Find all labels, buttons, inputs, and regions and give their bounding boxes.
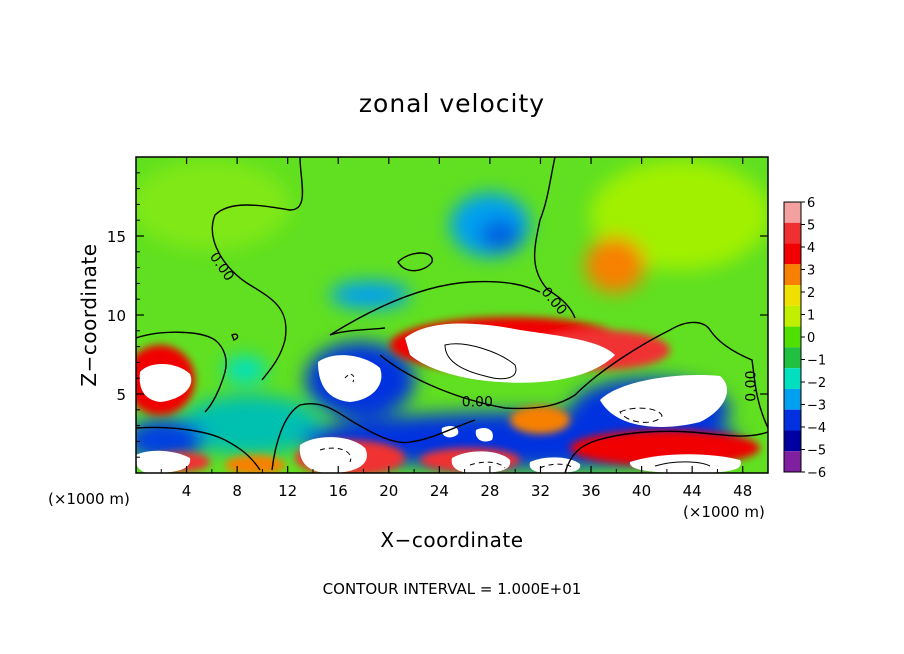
x-tick-label: 16 <box>329 482 348 500</box>
colorbar-label: −5 <box>807 444 826 459</box>
colorbar-swatch <box>784 347 801 369</box>
colorbar-swatch <box>784 451 801 472</box>
y-axis-label: Z−coordinate <box>77 243 101 386</box>
colorbar-label: −1 <box>807 354 826 369</box>
x-tick-label: 8 <box>232 482 242 500</box>
y-tick-label: 10 <box>107 307 126 325</box>
colorbar-swatch <box>784 326 801 348</box>
colorbar-label: 3 <box>807 264 815 279</box>
colorbar-label: 5 <box>807 219 815 234</box>
colorbar-label: −3 <box>807 399 826 414</box>
contour-lines <box>136 157 768 473</box>
colorbar-swatch <box>784 202 801 223</box>
contour-label: 0.00 <box>743 371 759 402</box>
x-tick-label: 40 <box>632 482 651 500</box>
y-tick-label: 15 <box>107 228 126 246</box>
x-axis: 4 8 12 16 20 24 28 32 36 40 44 48 <box>160 157 752 500</box>
colorbar-label: −2 <box>807 376 826 391</box>
colorbar-label: 4 <box>807 241 815 256</box>
x-tick-label: 4 <box>182 482 192 500</box>
x-tick-label: 44 <box>683 482 702 500</box>
x-tick-label: 32 <box>531 482 550 500</box>
colorbar-label: −4 <box>807 421 826 436</box>
x-tick-label: 12 <box>278 482 297 500</box>
colorbar-swatch <box>784 305 801 327</box>
colorbar-swatch <box>784 285 801 306</box>
x-axis-label: X−coordinate <box>380 528 523 552</box>
colorbar-swatch <box>784 222 801 244</box>
colorbar-label: 0 <box>807 331 815 346</box>
x-unit-left: (×1000 m) <box>48 490 130 508</box>
chart-title: zonal velocity <box>359 89 545 118</box>
x-tick-label: 24 <box>430 482 449 500</box>
x-tick-label: 48 <box>733 482 752 500</box>
heatmap-field <box>136 157 768 473</box>
contour-interval-note: CONTOUR INTERVAL = 1.000E+01 <box>323 580 582 598</box>
colorbar-label: 2 <box>807 286 815 301</box>
y-axis: 5 10 15 <box>107 172 768 458</box>
colorbar: 6 5 4 3 2 1 0 −1 −2 −3 −4 −5 −6 <box>783 196 826 481</box>
x-tick-label: 20 <box>379 482 398 500</box>
colorbar-swatch <box>784 264 801 286</box>
y-tick-label: 5 <box>116 386 126 404</box>
colorbar-label: −6 <box>807 466 826 481</box>
x-unit-right: (×1000 m) <box>683 503 765 521</box>
colorbar-swatch <box>784 409 801 431</box>
colorbar-swatch <box>784 368 801 389</box>
x-tick-label: 36 <box>581 482 600 500</box>
colorbar-swatch <box>784 430 801 452</box>
colorbar-label: 6 <box>807 196 815 211</box>
contour-label: 0.00 <box>462 395 493 411</box>
x-tick-label: 28 <box>480 482 499 500</box>
colorbar-label: 1 <box>807 309 815 324</box>
colorbar-swatch <box>784 243 801 265</box>
colorbar-swatch <box>784 388 801 410</box>
